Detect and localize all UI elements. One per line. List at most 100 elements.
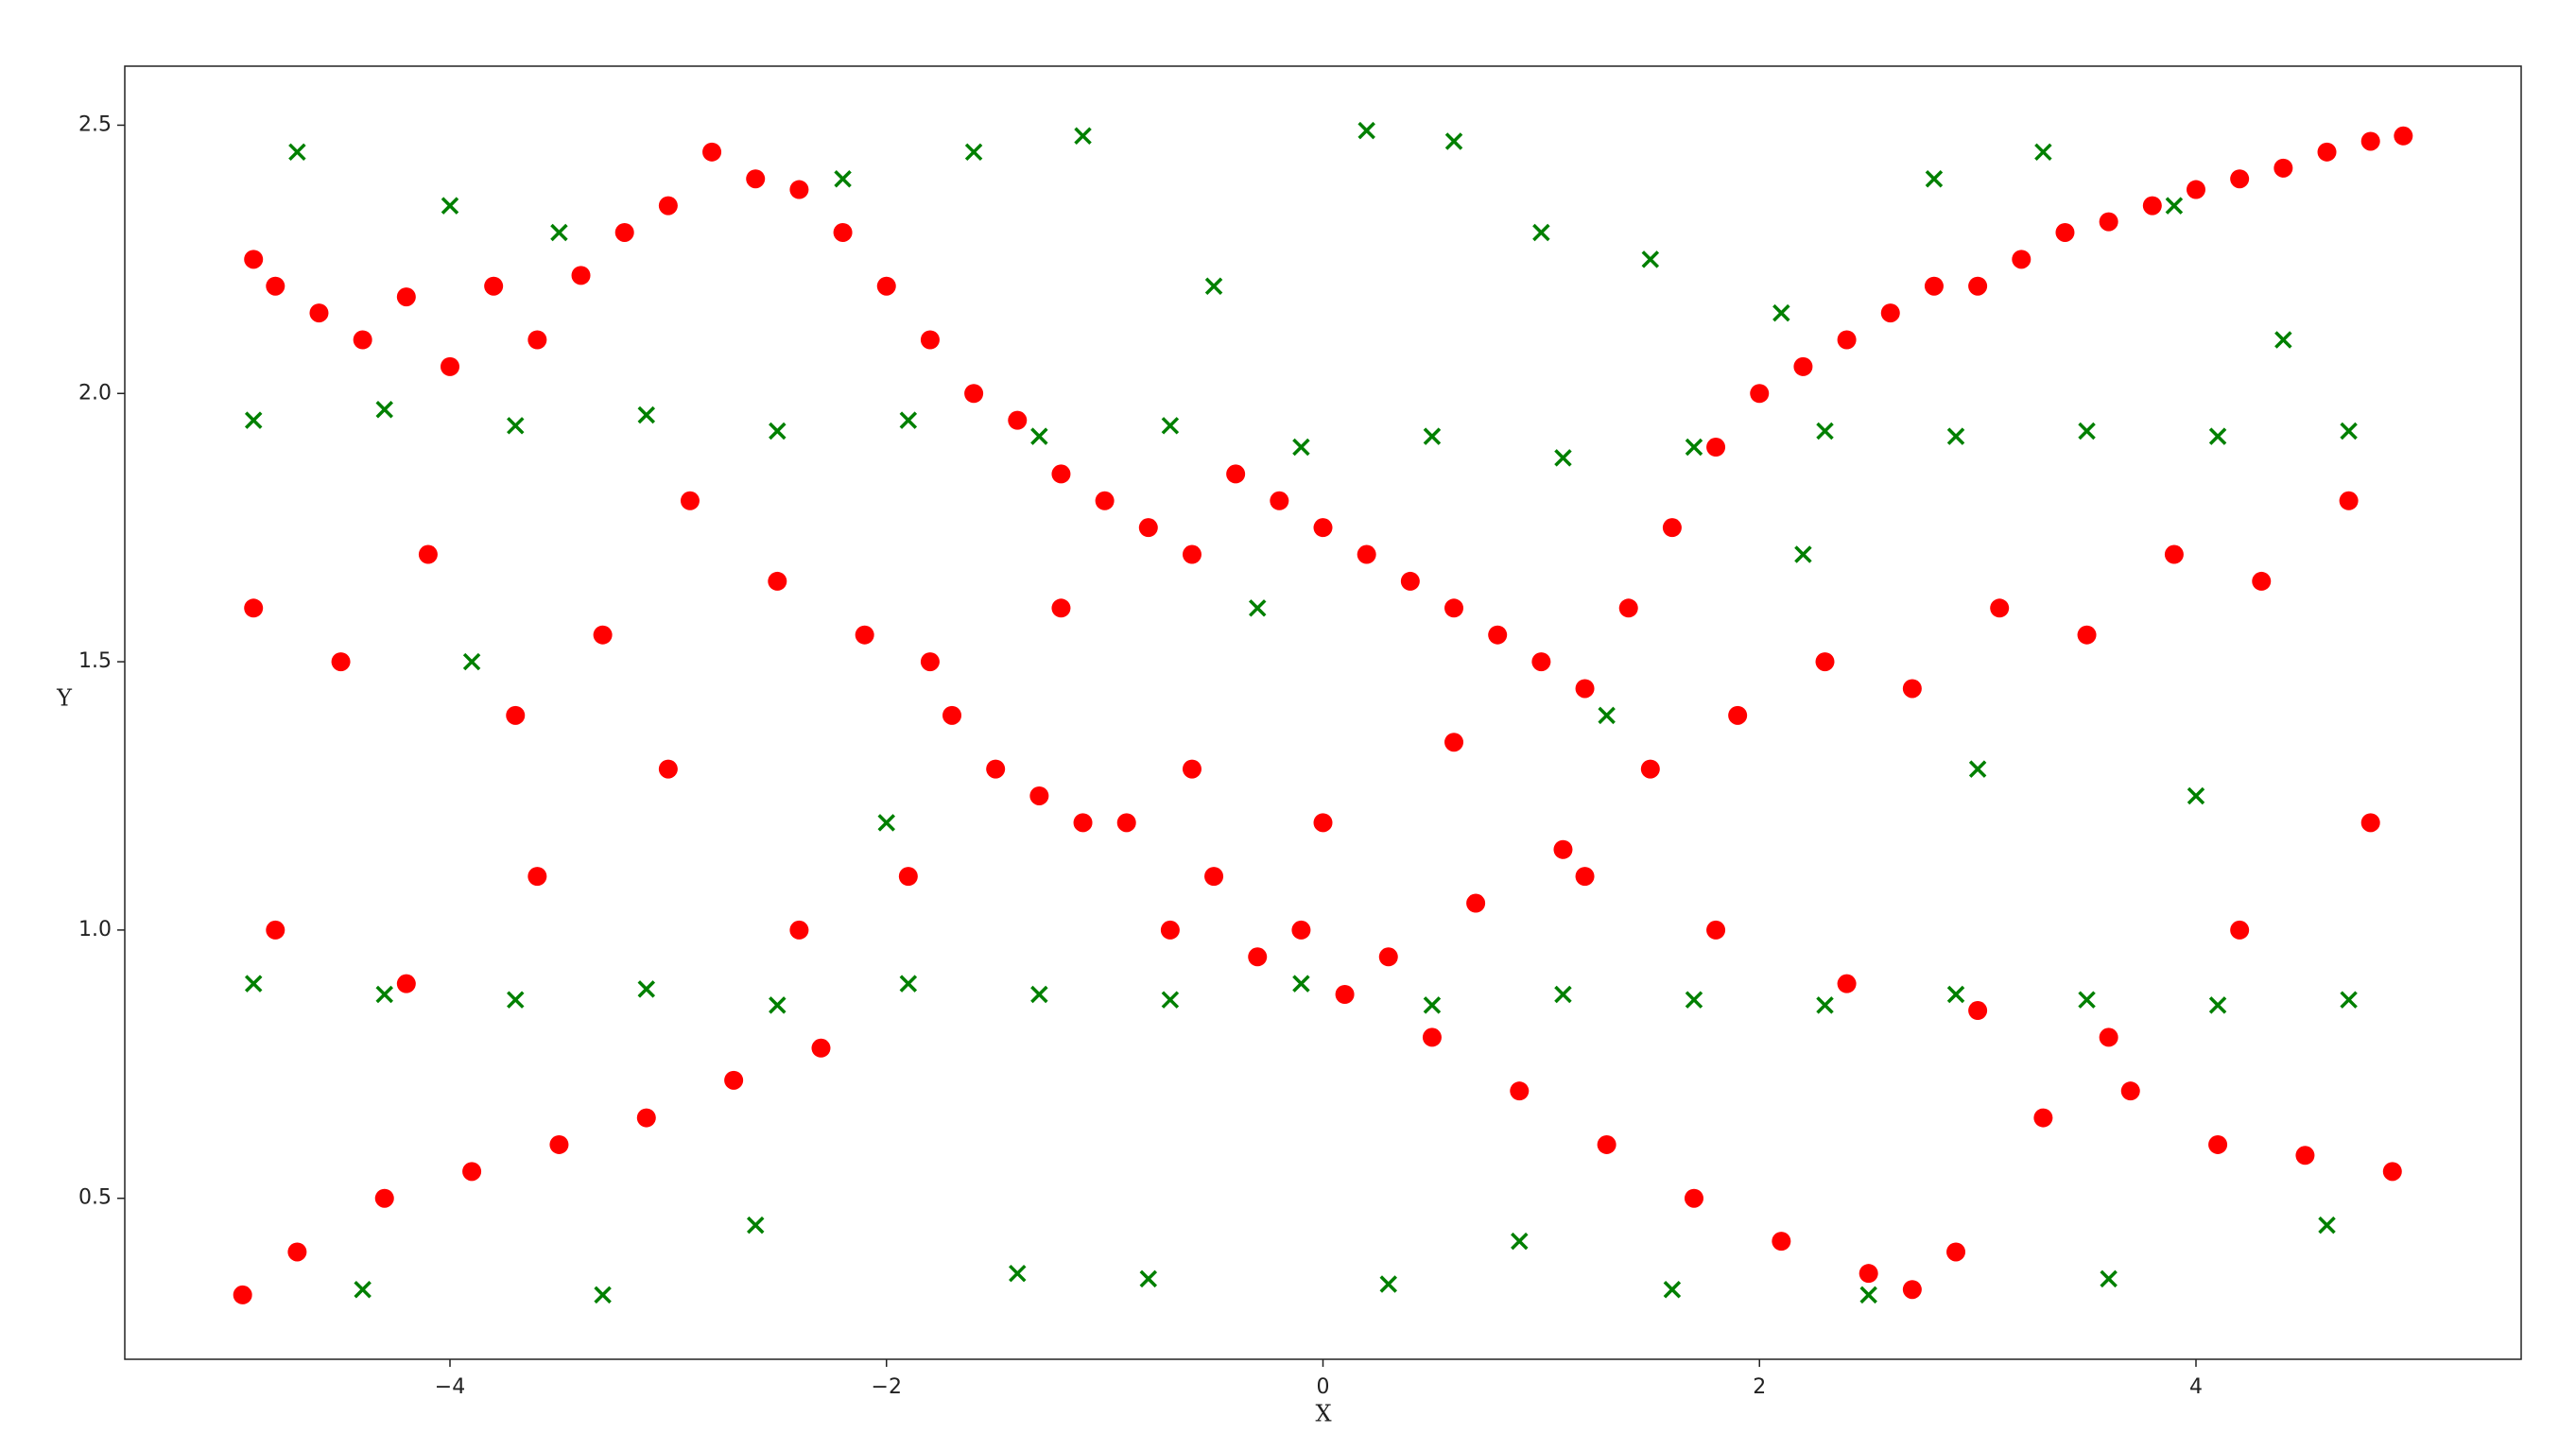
point — [527, 330, 547, 350]
point — [2360, 131, 2380, 151]
point — [746, 169, 766, 189]
point — [1313, 518, 1333, 538]
point — [2317, 142, 2337, 162]
point — [462, 1162, 482, 1182]
point — [1662, 518, 1682, 538]
point — [2230, 920, 2250, 940]
x-axis-label: X — [1315, 1401, 1331, 1427]
point — [2208, 996, 2227, 1014]
point — [1990, 598, 2010, 618]
point — [288, 143, 306, 162]
point — [375, 985, 393, 1004]
point — [1335, 985, 1355, 1005]
point — [769, 422, 787, 440]
point — [855, 625, 874, 645]
y-tick-label: 0.5 — [78, 1186, 112, 1210]
point — [811, 1038, 831, 1058]
point — [287, 1242, 307, 1262]
point — [789, 180, 809, 199]
point — [1554, 985, 1572, 1004]
point — [593, 625, 613, 645]
point — [1925, 169, 1944, 188]
point — [1531, 652, 1551, 672]
point — [594, 1286, 612, 1304]
point — [636, 1108, 656, 1128]
point — [1640, 759, 1660, 779]
point — [1575, 679, 1595, 699]
point — [1444, 733, 1464, 752]
point — [2208, 1134, 2228, 1154]
point — [1837, 974, 1857, 993]
point — [1859, 1286, 1877, 1304]
point — [899, 411, 918, 429]
point — [1575, 867, 1595, 887]
point — [964, 143, 983, 162]
point — [2340, 991, 2358, 1009]
point — [2394, 126, 2413, 146]
point — [1946, 1242, 1966, 1262]
point — [1291, 920, 1311, 940]
point — [769, 996, 787, 1014]
point — [1554, 449, 1572, 467]
point — [375, 401, 393, 419]
point — [2099, 212, 2118, 232]
point — [244, 598, 264, 618]
point — [233, 1285, 252, 1304]
point — [1182, 544, 1202, 564]
point — [244, 250, 264, 269]
point — [507, 417, 525, 435]
point — [1182, 759, 1202, 779]
x-tick-label: 2 — [1753, 1375, 1766, 1399]
point — [1357, 121, 1375, 140]
point — [1598, 706, 1616, 725]
point — [2340, 422, 2358, 440]
point — [1685, 438, 1703, 457]
point — [920, 652, 940, 672]
point — [680, 491, 700, 510]
point — [920, 330, 940, 350]
point — [1313, 813, 1333, 833]
point — [1706, 438, 1726, 458]
point — [2273, 158, 2293, 178]
point — [834, 169, 852, 188]
point — [527, 867, 547, 887]
point — [1249, 599, 1267, 617]
point — [1772, 1232, 1791, 1252]
point — [484, 276, 504, 296]
point — [1488, 625, 1508, 645]
point — [1400, 571, 1420, 591]
point — [789, 920, 809, 940]
plot-frame — [124, 65, 2522, 1360]
x-tick-label: −4 — [435, 1375, 465, 1399]
point — [1378, 947, 1398, 967]
point — [658, 759, 678, 779]
point — [876, 276, 896, 296]
point — [2360, 813, 2380, 833]
y-tick-label: 2.5 — [78, 112, 112, 136]
point — [1030, 427, 1048, 445]
point — [942, 705, 962, 725]
point — [1553, 839, 1573, 859]
point — [2186, 180, 2205, 199]
point — [1008, 410, 1028, 430]
point — [354, 1280, 372, 1299]
point — [1968, 1001, 1988, 1021]
point — [1685, 991, 1703, 1009]
point — [1116, 813, 1136, 833]
point — [1750, 384, 1770, 404]
point — [899, 975, 918, 993]
point — [2078, 991, 2096, 1009]
point — [2033, 1108, 2053, 1128]
point — [1859, 1264, 1878, 1284]
point — [1772, 303, 1790, 322]
point — [2078, 422, 2096, 440]
point — [768, 571, 787, 591]
x-tick-label: −2 — [872, 1375, 902, 1399]
point — [1423, 996, 1442, 1014]
point — [396, 974, 416, 993]
point — [418, 544, 438, 564]
point — [2339, 491, 2359, 510]
point — [1597, 1134, 1616, 1154]
point — [1226, 464, 1246, 484]
